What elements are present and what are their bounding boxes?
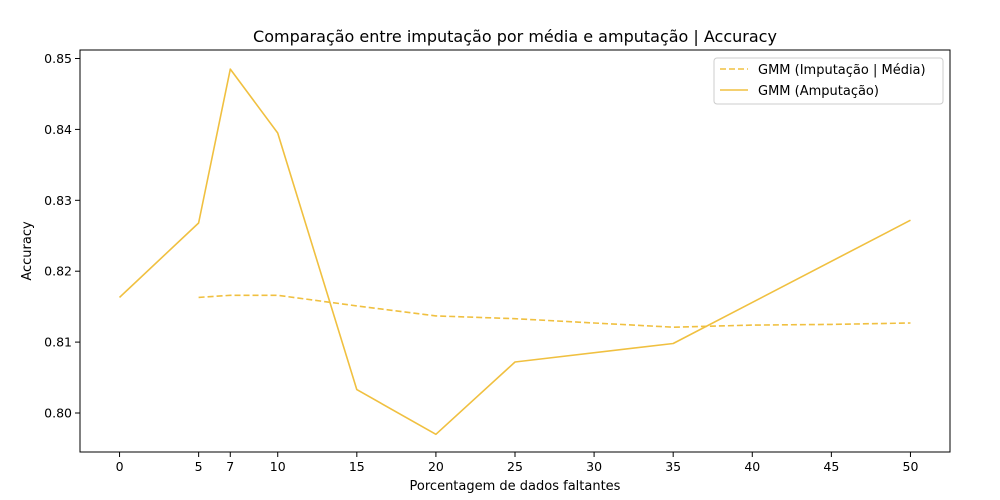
data-point-imputacao <box>672 326 675 329</box>
plot-frame <box>79 49 951 453</box>
data-point-imputacao <box>355 304 358 307</box>
series-line-imputacao <box>198 294 911 329</box>
y-tick-label: 0.82 <box>44 264 72 279</box>
y-tick-label: 0.83 <box>44 193 72 208</box>
data-point-imputacao <box>593 322 596 325</box>
y-tick-label: 0.84 <box>44 122 72 137</box>
y-axis-ticks: 0.80 0.81 0.82 0.83 0.84 0.85 <box>44 51 80 421</box>
x-tick-label: 5 <box>195 459 203 474</box>
data-point-imputacao <box>909 322 912 325</box>
data-point-amputacao <box>229 68 232 71</box>
data-point-amputacao <box>276 132 279 135</box>
y-tick-label: 0.81 <box>44 335 72 350</box>
data-point-amputacao <box>355 388 358 391</box>
data-point-imputacao <box>514 317 517 320</box>
data-point-amputacao <box>909 219 912 222</box>
legend-label-amputacao: GMM (Amputação) <box>758 84 879 99</box>
x-tick-label: 0 <box>116 459 124 474</box>
data-point-amputacao <box>672 342 675 345</box>
x-tick-label: 45 <box>823 459 839 474</box>
x-tick-label: 35 <box>665 459 681 474</box>
data-point-amputacao <box>197 222 200 225</box>
x-axis-ticks: 0 5 7 10 15 20 25 30 35 40 45 50 <box>116 452 919 474</box>
data-point-imputacao <box>751 324 754 327</box>
legend-box <box>713 57 944 105</box>
data-point-amputacao <box>434 433 437 436</box>
x-tick-label: 50 <box>903 459 919 474</box>
x-tick-label: 15 <box>349 459 365 474</box>
legend: GMM (Imputação | Média) GMM (Amputação) <box>713 57 944 105</box>
legend-label-imputacao: GMM (Imputação | Média) <box>758 63 926 78</box>
x-tick-label: 7 <box>226 459 234 474</box>
data-point-imputacao <box>276 294 279 297</box>
x-tick-label: 30 <box>586 459 602 474</box>
data-point-imputacao <box>434 314 437 317</box>
x-tick-label: 40 <box>744 459 760 474</box>
data-point-imputacao <box>197 296 200 299</box>
x-tick-label: 25 <box>507 459 523 474</box>
chart-title: Comparação entre imputação por média e a… <box>253 27 777 46</box>
data-point-imputacao <box>830 323 833 326</box>
x-axis-label: Porcentagem de dados faltantes <box>410 479 621 494</box>
y-tick-label: 0.85 <box>44 51 72 66</box>
data-point-amputacao <box>514 361 517 364</box>
x-tick-label: 20 <box>428 459 444 474</box>
series-line-amputacao <box>118 68 911 436</box>
plot-area <box>118 68 912 436</box>
data-point-amputacao <box>118 296 121 299</box>
x-tick-label: 10 <box>270 459 286 474</box>
data-point-imputacao <box>229 294 232 297</box>
y-axis-label: Accuracy <box>20 221 35 281</box>
y-tick-label: 0.80 <box>44 406 72 421</box>
